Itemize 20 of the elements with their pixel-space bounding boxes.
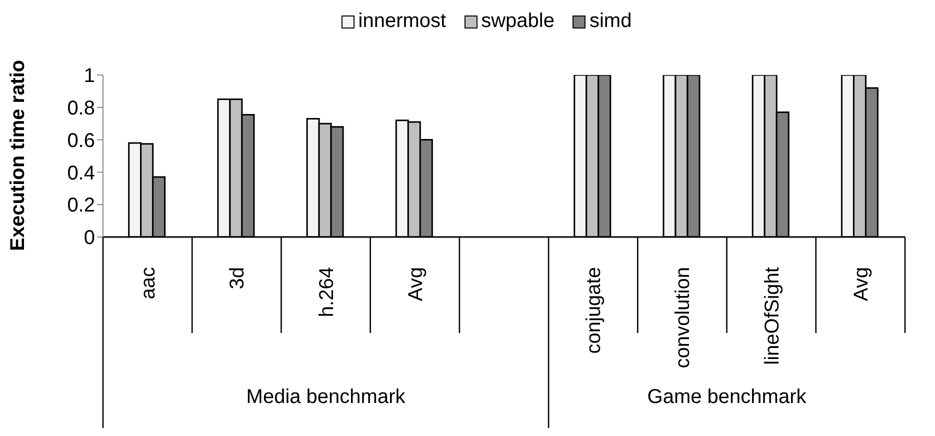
y-axis-title: Execution time ratio (7, 60, 30, 251)
x-tick-label: Avg (850, 267, 872, 302)
y-tick-label: 0.8 (67, 98, 95, 120)
x-tick-label: convolution (672, 267, 694, 368)
y-tick-label: 0.6 (67, 130, 95, 152)
legend-label: innermost (358, 10, 446, 33)
text: Game benchmark (647, 386, 808, 408)
legend-label: simd (589, 10, 632, 33)
x-tick-label: aac (138, 267, 160, 300)
x-tick-label: conjugate (583, 267, 606, 354)
y-tick-label: 0.2 (67, 194, 95, 217)
y-tick-label: 0.4 (67, 162, 95, 184)
text: Media benchmark (246, 386, 406, 408)
x-tick-label: lineOfSight (761, 266, 784, 365)
x-tick-label: Avg (404, 267, 427, 302)
x-tick-label: 3d (226, 267, 249, 290)
x-tick-label: h.264 (316, 267, 338, 318)
y-tick-label: 0 (84, 227, 95, 250)
legend-label: swpable (481, 10, 554, 33)
y-tick-label: 1 (84, 65, 95, 88)
